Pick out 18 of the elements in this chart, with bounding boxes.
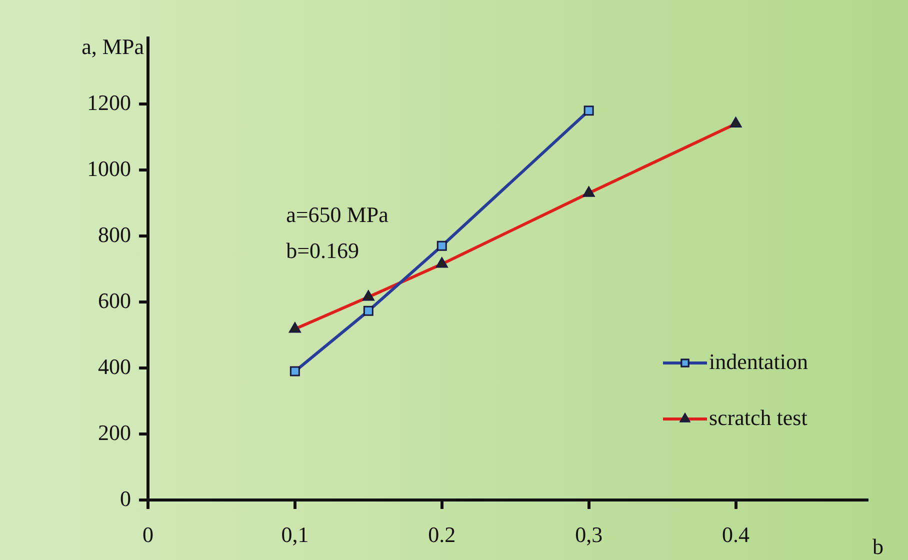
legend-label: scratch test bbox=[709, 404, 808, 430]
x-tick-label: 0,3 bbox=[575, 522, 603, 547]
y-tick-label: 600 bbox=[98, 288, 131, 313]
y-tick-label: 800 bbox=[98, 222, 131, 247]
x-tick-label: 0,1 bbox=[281, 522, 309, 547]
annotation: b=0.169 bbox=[286, 238, 360, 263]
y-tick-label: 200 bbox=[98, 420, 131, 445]
y-tick-label: 1000 bbox=[87, 156, 131, 181]
y-tick-label: 400 bbox=[98, 354, 131, 379]
y-tick-label: 0 bbox=[120, 486, 131, 511]
x-tick-label: 0.4 bbox=[722, 522, 750, 547]
x-axis-title: b bbox=[872, 534, 884, 559]
y-axis-title: a, MPa bbox=[82, 34, 144, 59]
annotation: a=650 MPa bbox=[286, 202, 389, 227]
y-tick-label: 1200 bbox=[87, 90, 131, 115]
x-tick-label: 0 bbox=[142, 522, 154, 547]
x-tick-label: 0.2 bbox=[428, 522, 456, 547]
legend-label: indentation bbox=[709, 348, 808, 374]
